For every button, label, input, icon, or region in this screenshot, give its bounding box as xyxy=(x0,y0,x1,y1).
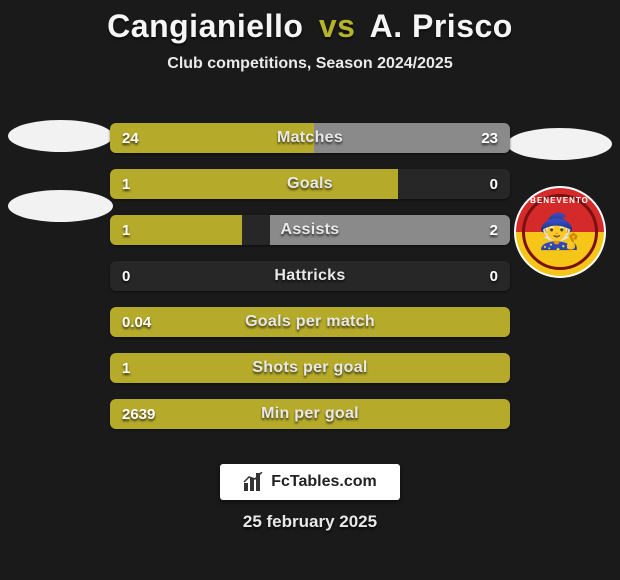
stat-fill-left xyxy=(110,307,510,337)
stat-value-left: 2639 xyxy=(122,399,155,429)
brand-text: FcTables.com xyxy=(271,473,377,491)
club-badge-placeholder xyxy=(507,128,612,160)
snapshot-date: 25 february 2025 xyxy=(0,512,620,532)
player1-name: Cangianiello xyxy=(107,8,303,44)
stat-value-left: 1 xyxy=(122,353,130,383)
season-subtitle: Club competitions, Season 2024/2025 xyxy=(0,55,620,73)
stat-row: 12Assists xyxy=(110,215,510,245)
stat-row: 2423Matches xyxy=(110,123,510,153)
stat-value-right: 0 xyxy=(490,169,498,199)
stat-fill-right xyxy=(270,215,510,245)
player2-name: A. Prisco xyxy=(370,8,513,44)
stat-value-left: 0 xyxy=(122,261,130,291)
bar-chart-icon xyxy=(243,472,265,492)
stat-row: 1Shots per goal xyxy=(110,353,510,383)
stat-value-left: 1 xyxy=(122,215,130,245)
stat-fill-left xyxy=(110,123,314,153)
stat-row: 10Goals xyxy=(110,169,510,199)
stat-value-right: 23 xyxy=(481,123,498,153)
stat-label: Hattricks xyxy=(110,261,510,291)
stat-fill-left xyxy=(110,353,510,383)
club-badge-placeholder xyxy=(8,190,113,222)
stat-value-left: 1 xyxy=(122,169,130,199)
left-club-badges xyxy=(8,120,113,260)
stat-value-left: 24 xyxy=(122,123,139,153)
stat-value-right: 2 xyxy=(490,215,498,245)
stat-fill-left xyxy=(110,169,398,199)
stat-row: 2639Min per goal xyxy=(110,399,510,429)
benevento-crest-icon: BENEVENTO 🧙 xyxy=(514,186,606,278)
stat-value-left: 0.04 xyxy=(122,307,151,337)
right-club-badges: BENEVENTO 🧙 xyxy=(507,120,612,278)
club-badge-placeholder xyxy=(8,120,113,152)
stat-value-right: 0 xyxy=(490,261,498,291)
fctables-logo[interactable]: FcTables.com xyxy=(220,464,400,500)
stat-fill-left xyxy=(110,399,510,429)
stat-bars: 2423Matches10Goals12Assists00Hattricks0.… xyxy=(110,123,510,445)
comparison-title: Cangianiello vs A. Prisco xyxy=(0,0,620,45)
stat-row: 0 0Hattricks xyxy=(110,261,510,291)
vs-separator: vs xyxy=(319,8,356,44)
stat-row: 0.04Goals per match xyxy=(110,307,510,337)
